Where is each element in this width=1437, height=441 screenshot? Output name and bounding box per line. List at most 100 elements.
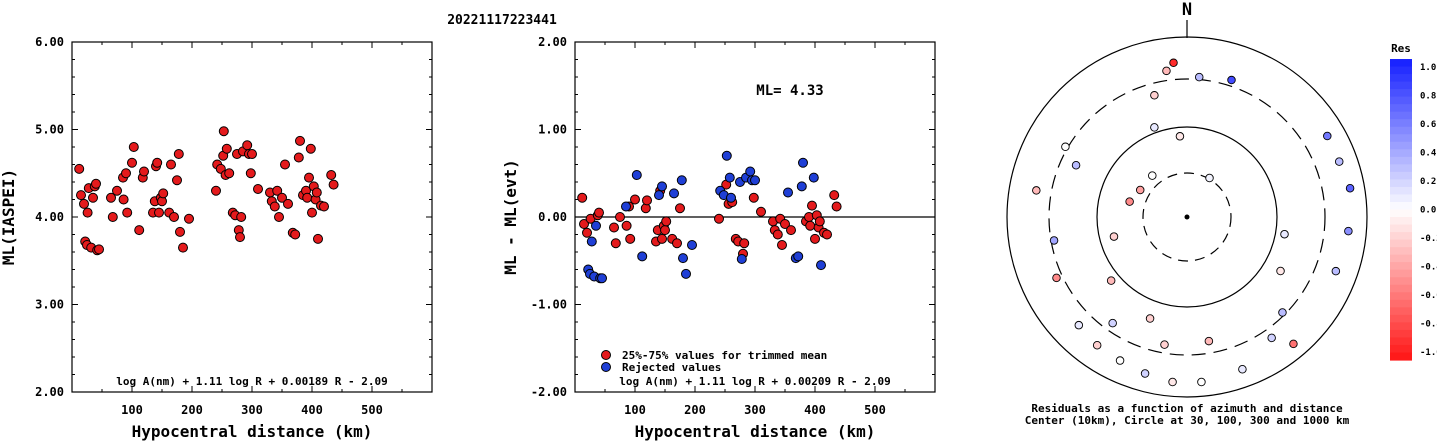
data-point: [302, 192, 313, 203]
polar-point: [1061, 142, 1070, 152]
data-point: [594, 207, 604, 218]
colorbar-segment: [1390, 337, 1412, 346]
data-point: [724, 172, 735, 183]
x-tick-label: 400: [804, 403, 826, 417]
colorbar-segment: [1390, 307, 1412, 316]
data-point: [678, 253, 688, 264]
data-point: [805, 220, 816, 231]
polar-point: [1168, 377, 1177, 387]
data-point: [736, 254, 747, 264]
polar-point: [1140, 369, 1150, 378]
data-point: [245, 168, 256, 179]
middle-axes: 100 200 300 400 500 -2.00 -1.00 0.00 1.00 2.00: [531, 35, 935, 417]
polar-point: [1334, 157, 1344, 166]
colorbar-segment: [1390, 156, 1412, 165]
ring-100km: [1096, 126, 1278, 308]
data-point: [798, 157, 808, 168]
data-point: [772, 229, 783, 240]
polar-point: [1135, 185, 1145, 195]
data-point: [591, 220, 601, 231]
polar-point: [1345, 183, 1355, 193]
polar-point: [1289, 339, 1298, 349]
data-point: [247, 149, 257, 159]
polar-point: [1194, 72, 1204, 82]
colorbar-tick-label: -1.0: [1420, 348, 1437, 358]
colorbar-segment: [1390, 119, 1412, 128]
data-point: [280, 159, 290, 170]
data-point: [221, 143, 232, 154]
data-point: [172, 175, 182, 186]
colorbar-title: Res: [1391, 42, 1411, 55]
colorbar-segment: [1390, 352, 1412, 361]
colorbar-segment: [1390, 111, 1412, 120]
data-point: [211, 185, 221, 196]
left-axes: 100 200 300 400 500 2.00 3.00 4.00 5.00 6.00: [35, 35, 432, 417]
polar-point: [1092, 341, 1102, 350]
polar-point: [1276, 266, 1285, 276]
data-point: [242, 140, 253, 151]
data-point: [793, 251, 804, 262]
data-point: [748, 192, 759, 203]
x-tick-label: 200: [684, 403, 706, 417]
polar-point: [1106, 276, 1116, 285]
colorbar-segment: [1390, 329, 1412, 339]
data-point: [577, 192, 588, 203]
data-point: [675, 203, 685, 214]
polar-point: [1125, 197, 1134, 206]
main-title: 20221117223441: [447, 13, 557, 28]
colorbar-tick-label: -0.8: [1420, 320, 1437, 330]
colorbar-tick-label: -0.4: [1420, 263, 1437, 273]
polar-point: [1278, 308, 1287, 317]
colorbar: Res 1.0 0.8 0.6 0.4 0.2 0.0 -0.2 -0.4 -0.6 -0.8 -1…: [1390, 42, 1437, 361]
colorbar-segment: [1390, 164, 1412, 173]
colorbar-segment: [1390, 277, 1412, 286]
colorbar-segment: [1390, 284, 1412, 293]
data-point: [681, 268, 691, 279]
colorbar-tick-label: 1.0: [1420, 63, 1436, 73]
colorbar-segment: [1390, 254, 1412, 263]
colorbar-segment: [1390, 314, 1412, 323]
polar-caption-1: Residuals as a function of azimuth and d…: [1031, 402, 1343, 415]
polar-point: [1331, 266, 1341, 276]
data-point: [88, 192, 98, 203]
polar-point: [1145, 314, 1155, 323]
data-point: [154, 207, 164, 218]
colorbar-segment: [1390, 126, 1412, 135]
y-tick-label: 3.00: [35, 298, 64, 312]
data-point: [253, 184, 263, 194]
data-point: [579, 219, 589, 229]
colorbar-segment: [1390, 194, 1412, 203]
polar-point: [1197, 377, 1206, 387]
data-point: [610, 238, 621, 249]
polar-point: [1175, 132, 1185, 141]
data-point: [128, 142, 139, 152]
colorbar-tick-label: 0.4: [1420, 149, 1437, 159]
colorbar-segment: [1390, 66, 1412, 75]
left-points: [74, 126, 339, 256]
data-point: [661, 216, 672, 227]
polar-point: [1150, 91, 1159, 100]
polar-point: [1267, 333, 1276, 343]
data-point: [657, 233, 667, 244]
polar-point: [1148, 171, 1157, 180]
data-point: [272, 185, 283, 196]
data-point: [609, 222, 619, 233]
polar-point: [1150, 123, 1159, 132]
data-point: [597, 273, 607, 284]
polar-point: [1071, 161, 1081, 170]
data-point: [777, 240, 787, 250]
data-point: [313, 233, 323, 244]
left-panel: 100 200 300 400 500 2.00 3.00 4.00 5.00 6.00 log …: [0, 35, 433, 441]
y-tick-label: 2.00: [538, 35, 567, 49]
data-point: [319, 201, 329, 212]
data-point: [178, 242, 188, 253]
colorbar-segment: [1390, 232, 1412, 241]
colorbar-segment: [1390, 209, 1412, 218]
x-tick-label: 500: [361, 403, 383, 417]
colorbar-tick-label: -0.6: [1420, 291, 1437, 301]
legend-marker-trimmed: [601, 350, 611, 360]
colorbar-tick-label: 0.0: [1420, 206, 1436, 216]
data-point: [326, 170, 337, 180]
data-point: [224, 168, 235, 179]
data-point: [630, 194, 640, 205]
